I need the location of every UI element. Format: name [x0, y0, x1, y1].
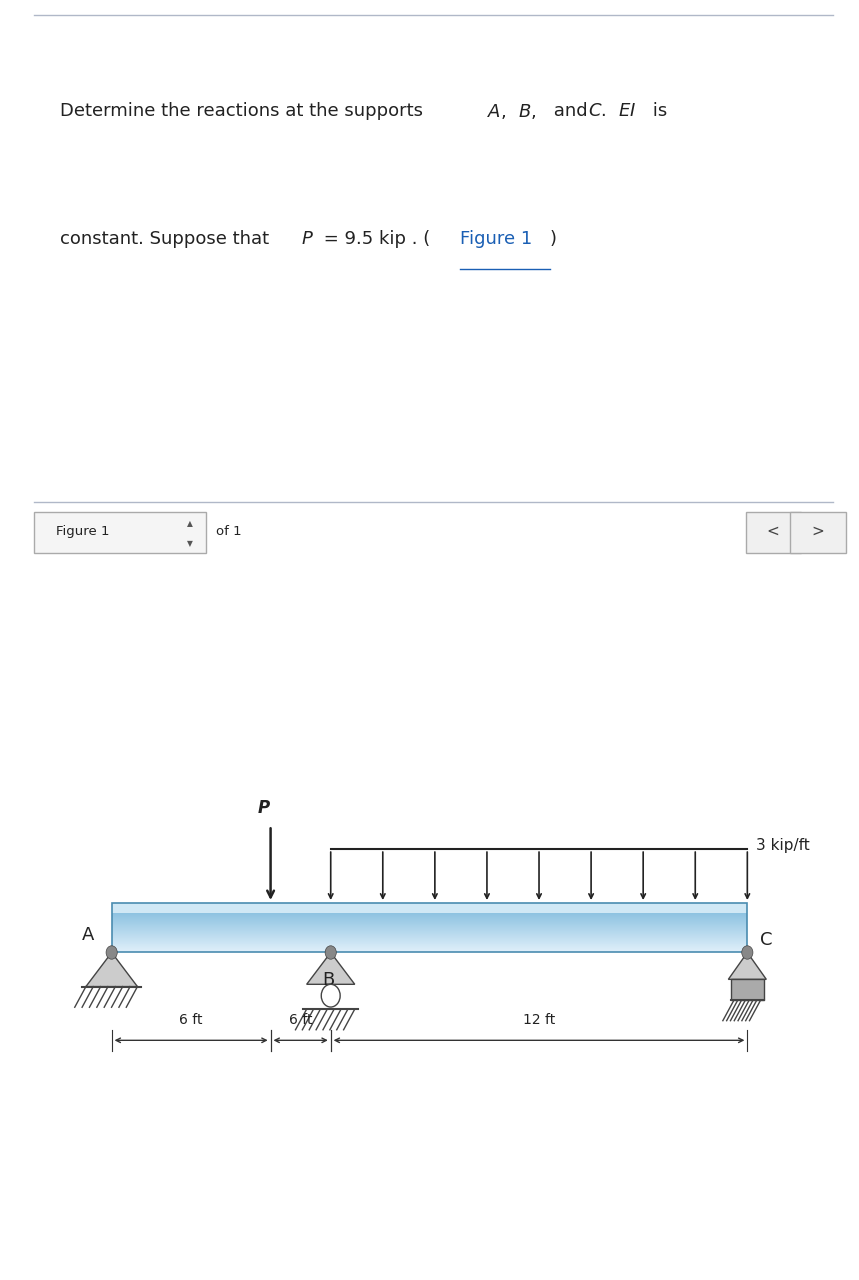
- Text: P: P: [258, 799, 270, 817]
- Text: and: and: [548, 102, 594, 120]
- Text: ▲: ▲: [187, 520, 193, 529]
- Text: B: B: [322, 972, 334, 989]
- Text: Figure 1: Figure 1: [460, 230, 533, 248]
- Text: Determine the reactions at the supports: Determine the reactions at the supports: [60, 102, 429, 120]
- Polygon shape: [728, 952, 766, 979]
- FancyBboxPatch shape: [790, 512, 846, 553]
- Circle shape: [107, 946, 118, 959]
- Text: A: A: [82, 927, 94, 945]
- Text: $P$: $P$: [301, 230, 314, 248]
- Bar: [112, 902, 747, 913]
- Text: = 9.5 kip . (: = 9.5 kip . (: [318, 230, 430, 248]
- Polygon shape: [307, 952, 355, 984]
- Text: Figure 1: Figure 1: [56, 525, 109, 538]
- Text: $B,$: $B,$: [518, 102, 536, 122]
- Text: $EI$: $EI$: [618, 102, 636, 120]
- Text: 6 ft: 6 ft: [289, 1012, 313, 1027]
- Circle shape: [321, 984, 340, 1007]
- Text: <: <: [767, 524, 779, 539]
- Text: 12 ft: 12 ft: [523, 1012, 555, 1027]
- Text: 6 ft: 6 ft: [180, 1012, 203, 1027]
- Circle shape: [742, 946, 752, 959]
- Text: ▼: ▼: [187, 539, 193, 548]
- Text: is: is: [647, 102, 667, 120]
- Bar: [112, 902, 747, 952]
- Text: $C.$: $C.$: [588, 102, 606, 120]
- Text: $A,$: $A,$: [487, 102, 506, 122]
- Circle shape: [325, 946, 337, 959]
- Text: C: C: [760, 931, 772, 948]
- Text: 3 kip/ft: 3 kip/ft: [756, 837, 810, 852]
- Text: constant. Suppose that: constant. Suppose that: [60, 230, 275, 248]
- Polygon shape: [86, 952, 137, 987]
- Bar: [730, 979, 765, 1000]
- Text: of 1: of 1: [216, 525, 242, 538]
- Text: >: >: [812, 524, 824, 539]
- FancyBboxPatch shape: [34, 512, 206, 553]
- Text: ): ): [550, 230, 557, 248]
- FancyBboxPatch shape: [746, 512, 801, 553]
